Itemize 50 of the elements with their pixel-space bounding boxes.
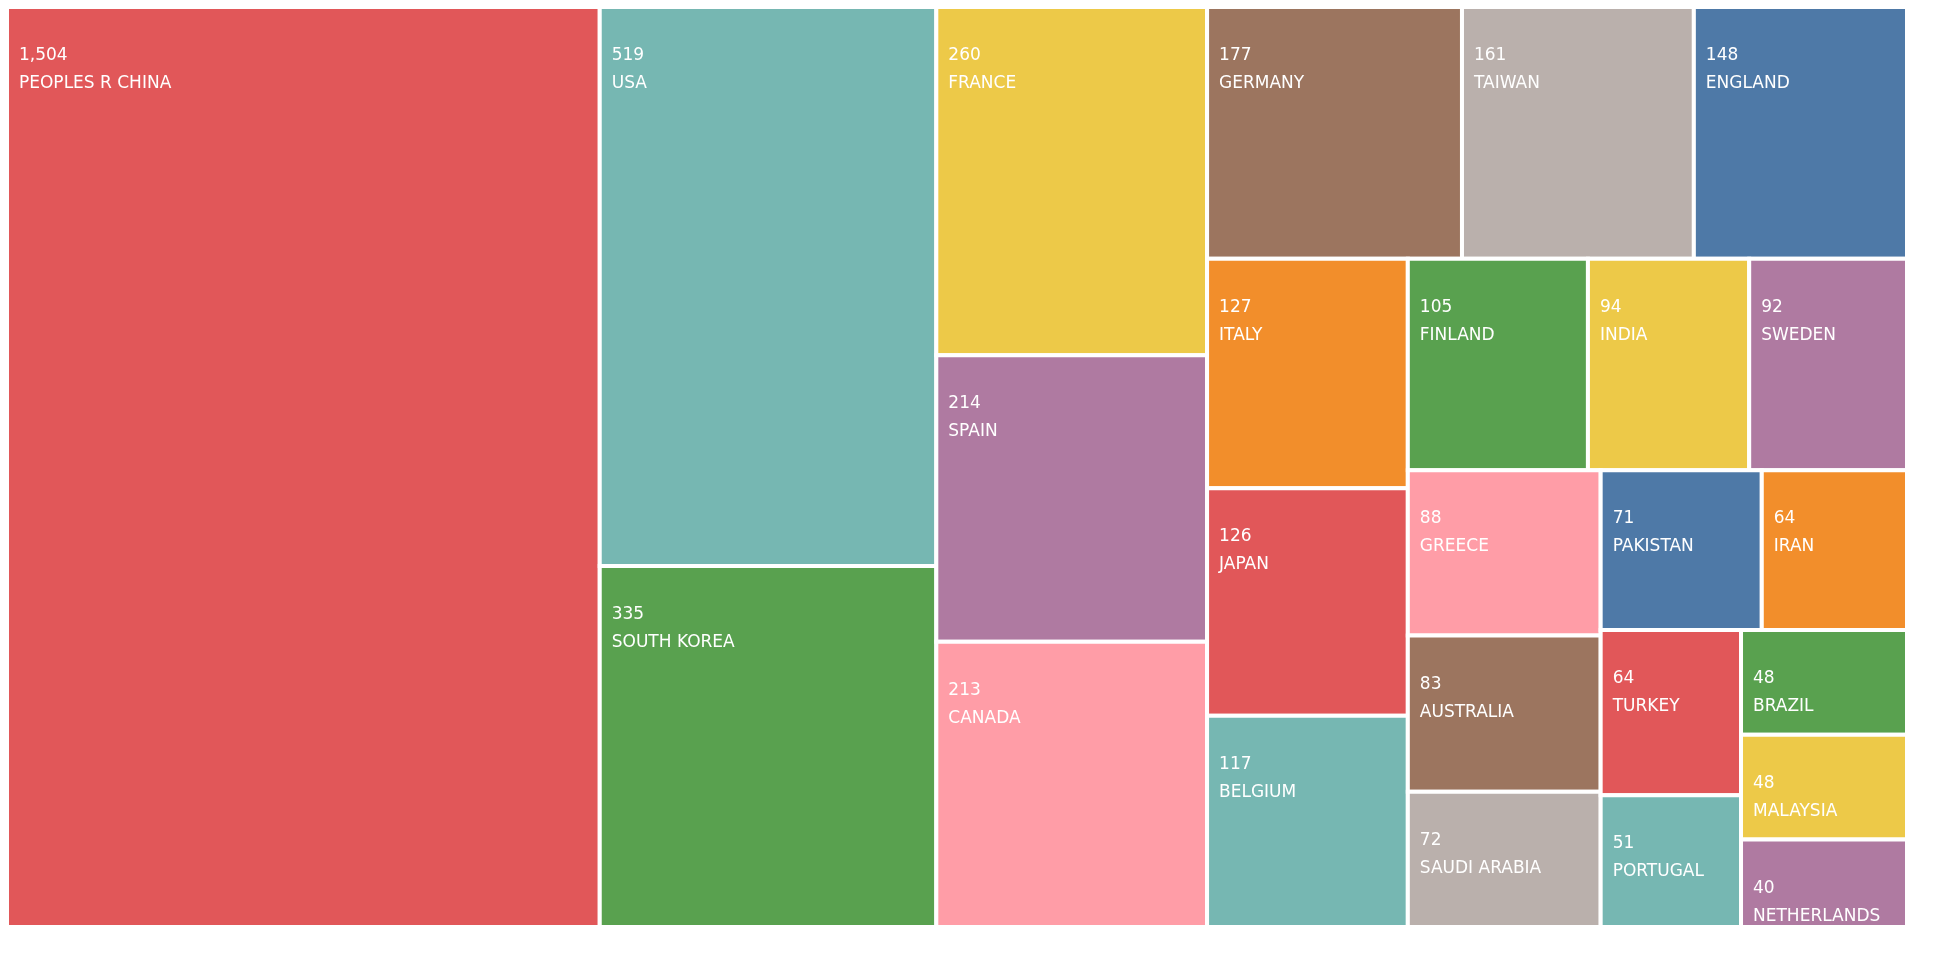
data-label: 161 [1473, 44, 1507, 64]
category-label: IRAN [1773, 535, 1815, 556]
category-label: PAKISTAN [1612, 535, 1694, 556]
data-label: 71 [1612, 507, 1635, 528]
data-label: 92 [1761, 295, 1783, 316]
data-label: 48 [1753, 666, 1775, 687]
category-label: CANADA [948, 706, 1021, 727]
category-label: BRAZIL [1753, 694, 1815, 715]
category-label: JAPAN [1218, 553, 1269, 574]
data-label: 519 [611, 44, 645, 64]
data-label: 148 [1705, 44, 1739, 64]
category-label: SAUDI ARABIA [1419, 856, 1542, 877]
data-label: 51 [1612, 832, 1635, 853]
category-label: PORTUGAL [1612, 860, 1705, 881]
data-label: 126 [1219, 525, 1252, 546]
category-label: NETHERLANDS [1753, 904, 1881, 925]
data-label: 335 [611, 603, 645, 624]
category-label: TURKEY [1611, 694, 1681, 715]
data-label: 40 [1753, 876, 1775, 897]
category-label: SOUTH KOREA [611, 631, 736, 652]
category-label: USA [611, 72, 648, 92]
category-label: SWEDEN [1761, 323, 1837, 344]
category-label: PEOPLES R CHINA [19, 72, 172, 92]
category-label: BELGIUM [1219, 780, 1297, 801]
category-label: INDIA [1599, 323, 1648, 344]
category-label: AUSTRALIA [1419, 700, 1515, 721]
category-label: ITALY [1219, 323, 1263, 344]
data-label: 88 [1419, 507, 1442, 528]
data-label: 127 [1219, 295, 1252, 316]
category-label: TAIWAN [1472, 72, 1540, 92]
data-label: 177 [1219, 44, 1252, 64]
data-label: 117 [1219, 752, 1252, 773]
data-label: 64 [1773, 507, 1796, 528]
data-label: 213 [948, 678, 981, 699]
data-label: 105 [1419, 295, 1453, 316]
category-label: FRANCE [948, 72, 1017, 92]
category-label: FINLAND [1419, 323, 1495, 344]
category-label: GERMANY [1219, 72, 1305, 92]
category-label: ENGLAND [1705, 72, 1790, 92]
data-label: 94 [1599, 295, 1622, 316]
data-label: 48 [1753, 771, 1775, 792]
data-label: 64 [1612, 666, 1635, 687]
data-label: 260 [948, 44, 981, 64]
data-label: 214 [948, 392, 981, 413]
data-label: 1,504 [19, 44, 68, 64]
data-label: 83 [1419, 672, 1442, 693]
data-label: 72 [1419, 828, 1442, 849]
category-label: MALAYSIA [1753, 799, 1838, 820]
category-label: GREECE [1419, 535, 1489, 556]
category-label: SPAIN [948, 420, 998, 441]
